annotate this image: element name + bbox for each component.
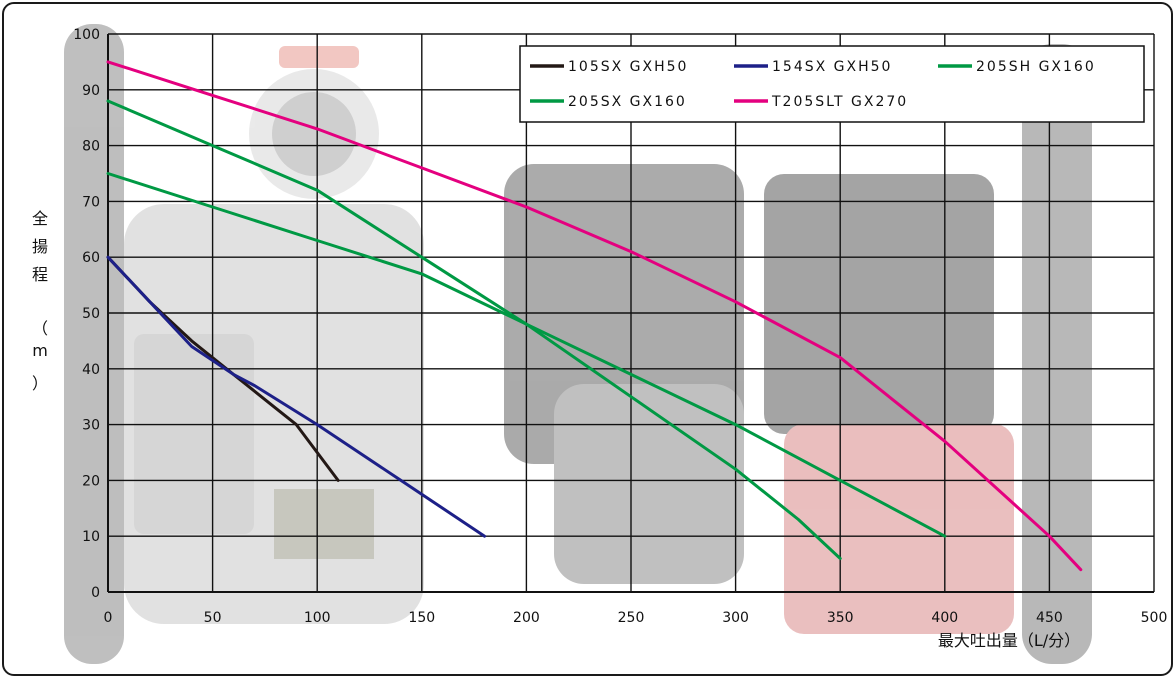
- y-tick-label: 70: [82, 194, 100, 210]
- y-tick-label: 30: [82, 418, 100, 434]
- legend-box: [519, 45, 1145, 123]
- legend-label: T205SLT GX270: [771, 94, 908, 110]
- x-tick-label: 50: [204, 610, 222, 626]
- y-axis-label-char: m: [32, 341, 48, 360]
- y-tick-label: 90: [82, 83, 100, 99]
- series-layer: [106, 60, 1083, 572]
- y-tick-label: 50: [82, 306, 100, 322]
- legend-label: 205SH GX160: [976, 59, 1096, 75]
- series-line: [106, 255, 487, 538]
- y-axis-label-char: 揚: [32, 237, 48, 256]
- background-pump-photo: [64, 24, 1092, 664]
- tick-labels: 0 50 100 150 200 250 300 350 400 450 500 0 10 20 30 40 5…: [73, 27, 1167, 626]
- y-axis-label-char: 程: [32, 265, 48, 284]
- series-line: [106, 172, 947, 538]
- x-tick-label: 100: [304, 610, 331, 626]
- y-tick-label: 100: [73, 27, 100, 43]
- x-tick-label: 450: [1036, 610, 1063, 626]
- y-tick-label: 60: [82, 250, 100, 266]
- pump-performance-chart: 0 50 100 150 200 250 300 350 400 450 500 0 10 20 30 40 5…: [32, 24, 1167, 664]
- y-tick-label: 10: [82, 529, 100, 545]
- y-axis-label: 全揚程 （ m ）: [32, 209, 48, 393]
- legend-label: 154SX GXH50: [772, 59, 892, 75]
- y-tick-label: 40: [82, 362, 100, 378]
- x-tick-label: 250: [618, 610, 645, 626]
- y-axis-label-char: ）: [32, 374, 48, 393]
- y-tick-label: 20: [82, 473, 100, 489]
- y-tick-label: 0: [91, 585, 100, 601]
- y-axis-label-char: （: [32, 319, 48, 338]
- legend-label: 205SX GX160: [568, 94, 687, 110]
- chart-legend: 105SX GXH50 154SX GXH50 205SH GX160 205SX G…: [519, 45, 1145, 123]
- x-tick-label: 350: [827, 610, 854, 626]
- y-tick-label: 80: [82, 139, 100, 155]
- x-tick-label: 300: [722, 610, 749, 626]
- series-line: [106, 60, 1083, 572]
- x-axis-label: 最大吐出量（L/分）: [938, 631, 1080, 650]
- x-tick-label: 200: [513, 610, 540, 626]
- chart-grid: [107, 33, 1155, 593]
- legend-label: 105SX GXH50: [568, 59, 688, 75]
- x-tick-label: 0: [104, 610, 113, 626]
- x-tick-label: 400: [931, 610, 958, 626]
- x-tick-label: 500: [1141, 610, 1168, 626]
- y-axis-label-char: 全: [32, 209, 48, 228]
- x-tick-label: 150: [408, 610, 435, 626]
